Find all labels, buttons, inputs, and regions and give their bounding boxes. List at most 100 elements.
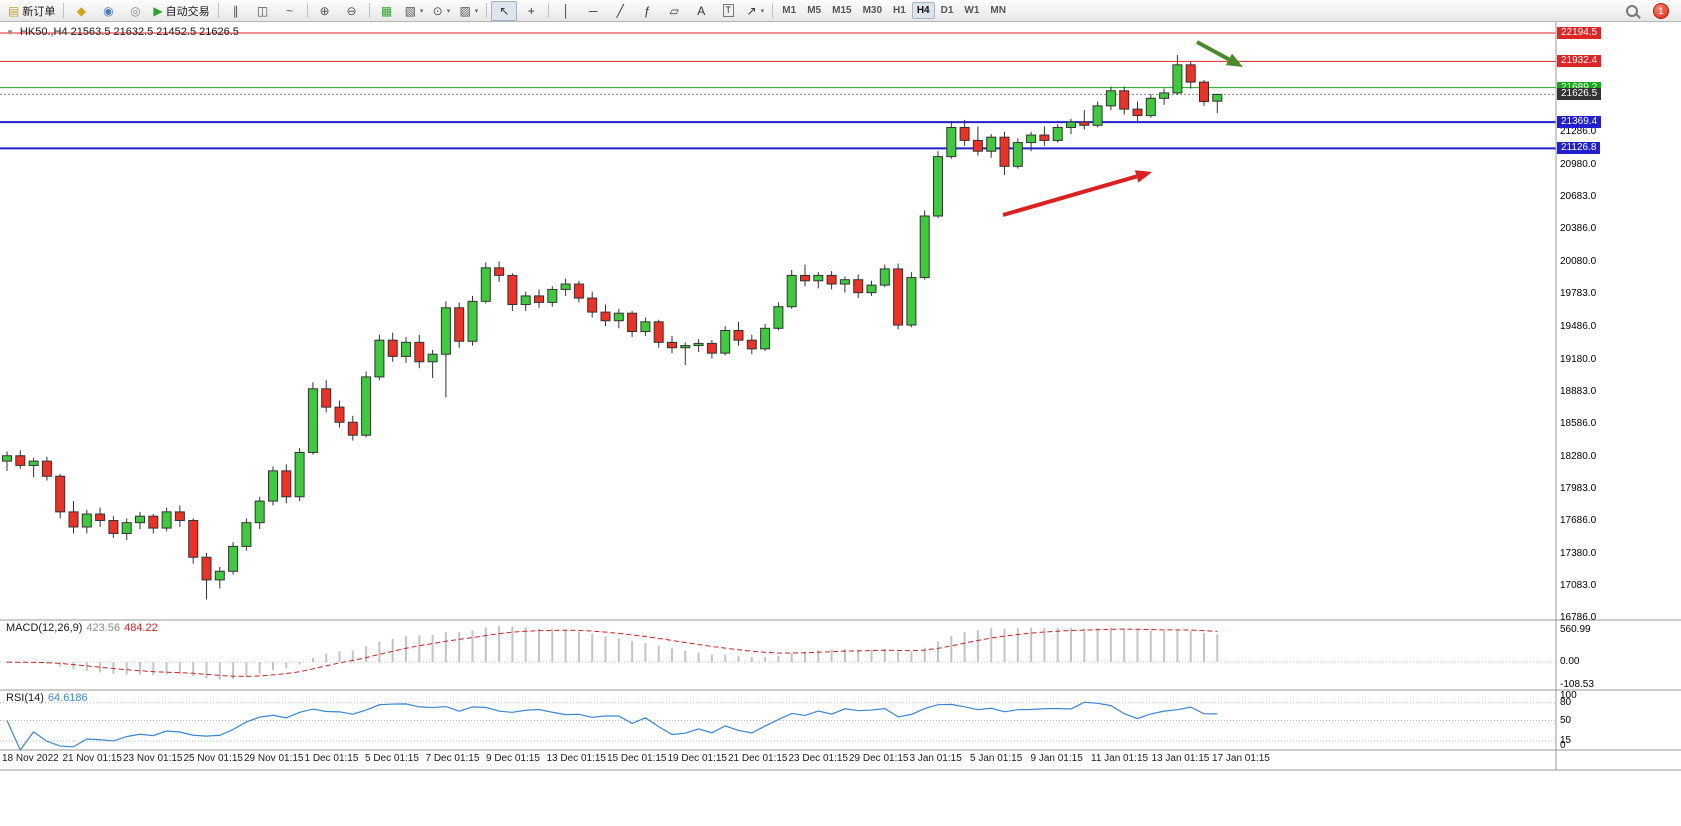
fibonacci-button[interactable]: ƒ: [634, 1, 660, 21]
time-label: 25 Nov 01:15: [183, 753, 244, 764]
time-label: 5 Dec 01:15: [365, 753, 419, 764]
timeframe-m1[interactable]: M1: [782, 5, 797, 16]
tile-windows-icon: ▦: [380, 3, 393, 18]
time-label: 13 Jan 01:15: [1151, 753, 1210, 764]
search-button[interactable]: [1619, 1, 1645, 21]
price-tick: 20386.0: [1560, 223, 1597, 235]
candles-chart-button[interactable]: ◫: [250, 1, 276, 21]
dropdown-arrow-icon: ▾: [474, 7, 479, 15]
candles-chart-icon: ◫: [256, 3, 269, 18]
time-label: 29 Dec 01:15: [849, 753, 909, 764]
time-label: 7 Dec 01:15: [425, 753, 480, 764]
time-label: 23 Dec 01:15: [788, 753, 849, 764]
time-label: 9 Dec 01:15: [486, 753, 540, 764]
line-chart-button[interactable]: ~: [277, 1, 303, 21]
macd-axis-max: 560.99: [1560, 624, 1591, 635]
crosshair-button[interactable]: +: [518, 1, 544, 21]
rsi-value: 64.6186: [47, 692, 88, 704]
cursor-button[interactable]: ↖: [491, 0, 518, 21]
timeframe-h1[interactable]: H1: [893, 5, 906, 16]
zoom-in-button[interactable]: ⊕: [312, 1, 338, 21]
hlines-layer[interactable]: [0, 32, 1556, 150]
zoom-in-icon: ⊕: [319, 3, 330, 18]
new-chart-button[interactable]: ▧ ▾: [401, 1, 428, 21]
toolbar-separator: [486, 3, 488, 18]
timeframe-mn[interactable]: MN: [990, 5, 1006, 16]
text-button[interactable]: A: [688, 1, 714, 21]
toolbar-right: 1: [1619, 1, 1677, 21]
macd-main-value: 423.56: [86, 622, 121, 634]
channel-button[interactable]: ▱: [661, 1, 687, 21]
time-label: 15 Dec 01:15: [607, 753, 667, 764]
dropdown-arrow-icon: ▾: [760, 7, 765, 15]
price-tick: 18280.0: [1560, 450, 1597, 462]
time-label: 5 Jan 01:15: [970, 753, 1023, 764]
info-button[interactable]: ◎: [122, 1, 148, 21]
bars-chart-button[interactable]: ∥: [223, 1, 249, 21]
price-tick: 17983.0: [1560, 482, 1597, 494]
price-tick: 17686.0: [1560, 514, 1597, 526]
toolbar-separator: [63, 3, 65, 18]
new-order-icon: ▤: [8, 3, 20, 18]
time-label: 21 Nov 01:15: [62, 753, 123, 764]
timeframe-m30[interactable]: M30: [862, 5, 883, 16]
trend-line-button[interactable]: ╱: [607, 1, 633, 21]
price-tick: 16786.0: [1560, 612, 1597, 624]
profiles-button[interactable]: ⊙ ▾: [428, 1, 454, 21]
rsi-name: RSI(14): [6, 692, 44, 704]
profiles-icon: ⊙: [432, 3, 443, 18]
timeframe-w1[interactable]: W1: [964, 5, 980, 16]
arrows-objects-button[interactable]: ↗ ▾: [742, 1, 768, 21]
timeframe-m15[interactable]: M15: [832, 5, 852, 16]
mql-market-button[interactable]: ◆: [68, 1, 94, 21]
rsi-axis-value: 15: [1560, 735, 1572, 747]
main-toolbar: ▤ 新订单 ◆ ◉ ◎ ▶ 自动交易 ∥ ◫ ~ ⊕ ⊖ ▦ ▧ ▾ ⊙ ▾ ▨ ▾ ↖ + │ ─ ╱ ƒ ▱ A T ↗ ▾ M1 M5 M…: [0, 0, 1681, 22]
chart-settings-button[interactable]: ▨ ▾: [455, 1, 482, 21]
dropdown-arrow-icon: ▾: [419, 7, 424, 15]
price-tick: 20980.0: [1560, 159, 1597, 171]
time-label: 9 Jan 01:15: [1030, 753, 1083, 764]
text-label-icon: T: [722, 4, 735, 17]
fibonacci-icon: ƒ: [643, 3, 651, 18]
price-tag: 21932.4: [1557, 55, 1602, 68]
arrows-layer[interactable]: [1002, 40, 1243, 217]
info-icon: ◎: [130, 3, 141, 18]
zoom-out-icon: ⊖: [346, 3, 357, 18]
macd-layer: [0, 625, 1556, 680]
bars-chart-icon: ∥: [232, 3, 239, 18]
toolbar-separator: [217, 3, 219, 18]
autotrade-button[interactable]: ▶ 自动交易: [149, 1, 213, 21]
frame-layer: [0, 22, 1681, 771]
text-label-button[interactable]: T: [715, 1, 741, 21]
price-tick: 19180.0: [1560, 353, 1597, 365]
search-icon: [1626, 4, 1638, 17]
time-label: 19 Dec 01:15: [667, 753, 728, 764]
price-tag: 21369.4: [1557, 116, 1602, 129]
community-button[interactable]: ◉: [95, 1, 121, 21]
macd-signal-value: 484.22: [124, 622, 158, 634]
notification-badge[interactable]: 1: [1653, 2, 1669, 19]
timeframe-d1[interactable]: D1: [940, 5, 954, 16]
autotrade-label: 自动交易: [165, 5, 210, 18]
horizontal-line-button[interactable]: ─: [580, 1, 606, 21]
rsi-axis-value: 0: [1560, 740, 1566, 751]
zoom-out-button[interactable]: ⊖: [339, 1, 365, 21]
line-chart-icon: ~: [286, 3, 294, 18]
tile-windows-button[interactable]: ▦: [374, 1, 400, 21]
price-tick: 17083.0: [1560, 579, 1597, 591]
new-order-button[interactable]: ▤ 新订单: [4, 1, 59, 21]
toolbar-separator: [368, 3, 370, 18]
timeframe-m5[interactable]: M5: [807, 5, 822, 16]
price-tick: 19486.0: [1560, 320, 1597, 332]
timeframe-h4[interactable]: H4: [911, 2, 935, 19]
price-tick: 21286.0: [1560, 126, 1597, 138]
new-chart-icon: ▧: [404, 3, 416, 18]
time-label: 13 Dec 01:15: [546, 753, 607, 764]
one-click-trading-icon[interactable]: ▼: [6, 27, 14, 37]
price-tick: 19783.0: [1560, 288, 1597, 300]
rsi-indicator-label: RSI(14) 64.6186: [6, 692, 88, 704]
mql-market-icon: ◆: [76, 3, 86, 18]
vertical-line-button[interactable]: │: [553, 1, 579, 21]
